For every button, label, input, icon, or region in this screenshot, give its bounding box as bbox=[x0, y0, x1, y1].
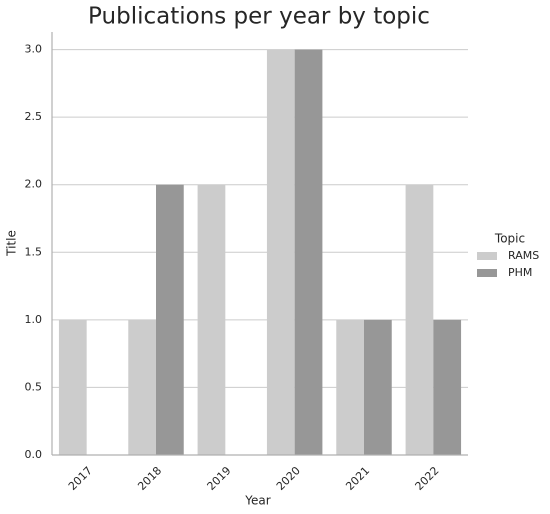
bar bbox=[156, 184, 184, 455]
bar bbox=[128, 319, 156, 455]
legend-label: PHM bbox=[508, 266, 532, 279]
y-tick-label: 0.5 bbox=[25, 380, 43, 393]
legend-swatch bbox=[477, 252, 497, 260]
bar bbox=[294, 49, 323, 455]
x-tick-label: 2022 bbox=[413, 464, 442, 493]
bar bbox=[336, 319, 364, 455]
bar bbox=[58, 319, 87, 455]
y-tick-label: 1.0 bbox=[25, 313, 43, 326]
y-axis-label: Title bbox=[5, 230, 19, 257]
y-tick-label: 0.0 bbox=[25, 448, 43, 461]
legend-swatch bbox=[477, 269, 497, 277]
bar bbox=[364, 319, 392, 455]
x-tick-label: 2019 bbox=[205, 464, 234, 493]
legend-label: RAMS bbox=[508, 249, 539, 262]
bar bbox=[197, 184, 226, 455]
bar bbox=[433, 319, 462, 455]
x-tick-label: 2017 bbox=[66, 464, 95, 493]
x-tick-label: 2018 bbox=[135, 464, 164, 493]
x-tick-label: 2021 bbox=[343, 464, 372, 493]
chart-title: Publications per year by topic bbox=[88, 4, 430, 30]
y-tick-label: 2.0 bbox=[25, 178, 43, 191]
legend-title: Topic bbox=[494, 232, 525, 246]
x-tick-label: 2020 bbox=[274, 464, 303, 493]
y-tick-label: 1.5 bbox=[25, 245, 43, 258]
y-tick-label: 3.0 bbox=[25, 43, 43, 56]
bar bbox=[266, 49, 295, 455]
bar bbox=[405, 184, 434, 455]
y-tick-label: 2.5 bbox=[25, 110, 43, 123]
x-axis-label: Year bbox=[244, 494, 270, 508]
